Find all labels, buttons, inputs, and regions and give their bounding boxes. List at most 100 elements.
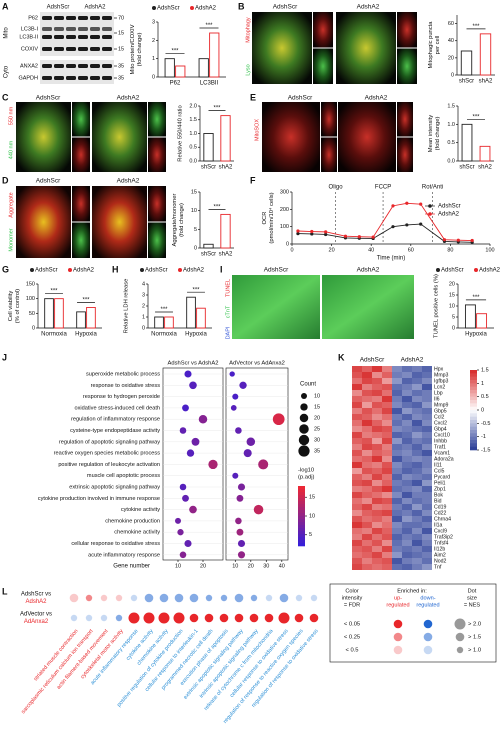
y-tick-label: 20: [448, 55, 454, 61]
y-axis-label: Mitophagic puncta: [428, 21, 434, 69]
heat-cell: [372, 402, 382, 408]
dot: [272, 413, 285, 426]
annotation: Rot/Anti: [422, 185, 443, 191]
subplot-title: AdshScr vs AdshA2: [168, 361, 219, 367]
heat-cell: [372, 534, 382, 540]
significance-label: ***: [472, 114, 480, 120]
legend-marker: [190, 6, 194, 10]
y-tick-label: 0.0: [447, 158, 455, 164]
point: [442, 238, 447, 242]
heat-cell: [392, 456, 402, 462]
blot-band: [54, 27, 64, 31]
blot-band: [42, 64, 52, 68]
legend-dot: [454, 618, 466, 630]
heat-cell: [362, 372, 372, 378]
blot-band: [42, 27, 52, 31]
colorbar-segment: [298, 510, 305, 514]
heat-cell: [422, 486, 432, 492]
image: [313, 12, 333, 48]
heat-cell: [352, 438, 362, 444]
bar: [54, 298, 64, 329]
heat-cell: [392, 552, 402, 558]
y-axis-label: Mito protein/COXIV: [130, 24, 136, 74]
dot: [236, 528, 244, 536]
heat-cell: [412, 540, 422, 546]
heat-cell: [402, 414, 412, 420]
y-tick-label: 2: [152, 38, 155, 44]
legend-dot: [298, 434, 310, 446]
heat-cell: [412, 564, 422, 570]
heat-cell: [382, 522, 392, 528]
heat-cell: [372, 528, 382, 534]
colorbar-segment: [470, 370, 477, 374]
heat-cell: [362, 546, 372, 552]
image: [397, 12, 417, 48]
x-tick-label: Hypoxia: [185, 332, 207, 338]
legend-label: AdshA2: [438, 212, 460, 218]
mw-label: 70: [118, 15, 124, 21]
heat-cell: [372, 384, 382, 390]
panel-letter: F: [250, 175, 256, 185]
y-tick-label: 200: [280, 207, 289, 213]
colorbar-label: -0.5: [481, 421, 490, 427]
colorbar-segment: [298, 531, 305, 535]
gsea-dot: [70, 614, 78, 622]
heat-cell: [372, 468, 382, 474]
heat-cell: [382, 378, 392, 384]
point: [391, 204, 395, 208]
dot: [232, 472, 239, 479]
row-label: AdAnxa2: [24, 619, 49, 625]
gsea-dot: [115, 594, 123, 602]
gene-label: Traf1: [434, 444, 446, 450]
point: [371, 235, 375, 239]
heat-cell: [402, 564, 412, 570]
heat-cell: [352, 516, 362, 522]
stain-label: Monomer: [8, 228, 14, 251]
heat-cell: [382, 390, 392, 396]
y-tick-label: 4: [142, 281, 145, 287]
colorbar-segment: [298, 525, 305, 529]
heat-cell: [422, 378, 432, 384]
x-tick-label: shScr: [201, 165, 216, 171]
heat-cell: [362, 522, 372, 528]
legend-dot: [300, 403, 308, 411]
blot-band: [54, 47, 64, 51]
dot: [243, 449, 252, 458]
y-axis-label: per cell: [435, 36, 441, 55]
band-label: P62: [28, 15, 38, 21]
heat-cell: [362, 564, 372, 570]
legend-label: < 0.05: [344, 622, 360, 628]
bar: [203, 133, 214, 162]
dot: [189, 381, 197, 390]
point: [357, 235, 361, 239]
colorbar-segment: [298, 495, 305, 499]
heat-cell: [362, 414, 372, 420]
gene-label: Pycard: [434, 474, 450, 480]
heat-cell: [352, 492, 362, 498]
heat-cell: [372, 414, 382, 420]
gsea-dot: [69, 593, 79, 603]
heat-cell: [382, 462, 392, 468]
y-tick-label: 40: [448, 38, 454, 44]
heat-cell: [392, 510, 402, 516]
gsea-dot: [205, 594, 213, 602]
heat-cell: [412, 426, 422, 432]
heat-cell: [402, 468, 412, 474]
x-tick-label: 80: [447, 247, 453, 253]
heat-cell: [422, 432, 432, 438]
colorbar-segment: [298, 486, 305, 490]
image: [16, 102, 71, 172]
image: [72, 186, 90, 222]
heat-cell: [352, 366, 362, 372]
stain-label: TUNEL: [225, 279, 231, 297]
heat-cell: [372, 420, 382, 426]
heat-cell: [422, 402, 432, 408]
band-label: ANXA2: [20, 63, 38, 69]
image: [232, 275, 320, 339]
heat-cell: [362, 450, 372, 456]
gene-label: Chrna4: [434, 516, 451, 522]
blot-band: [90, 76, 100, 80]
heat-cell: [372, 366, 382, 372]
term-label: extrinsic apoptotic signaling pathway: [69, 484, 160, 490]
dot: [235, 517, 242, 525]
